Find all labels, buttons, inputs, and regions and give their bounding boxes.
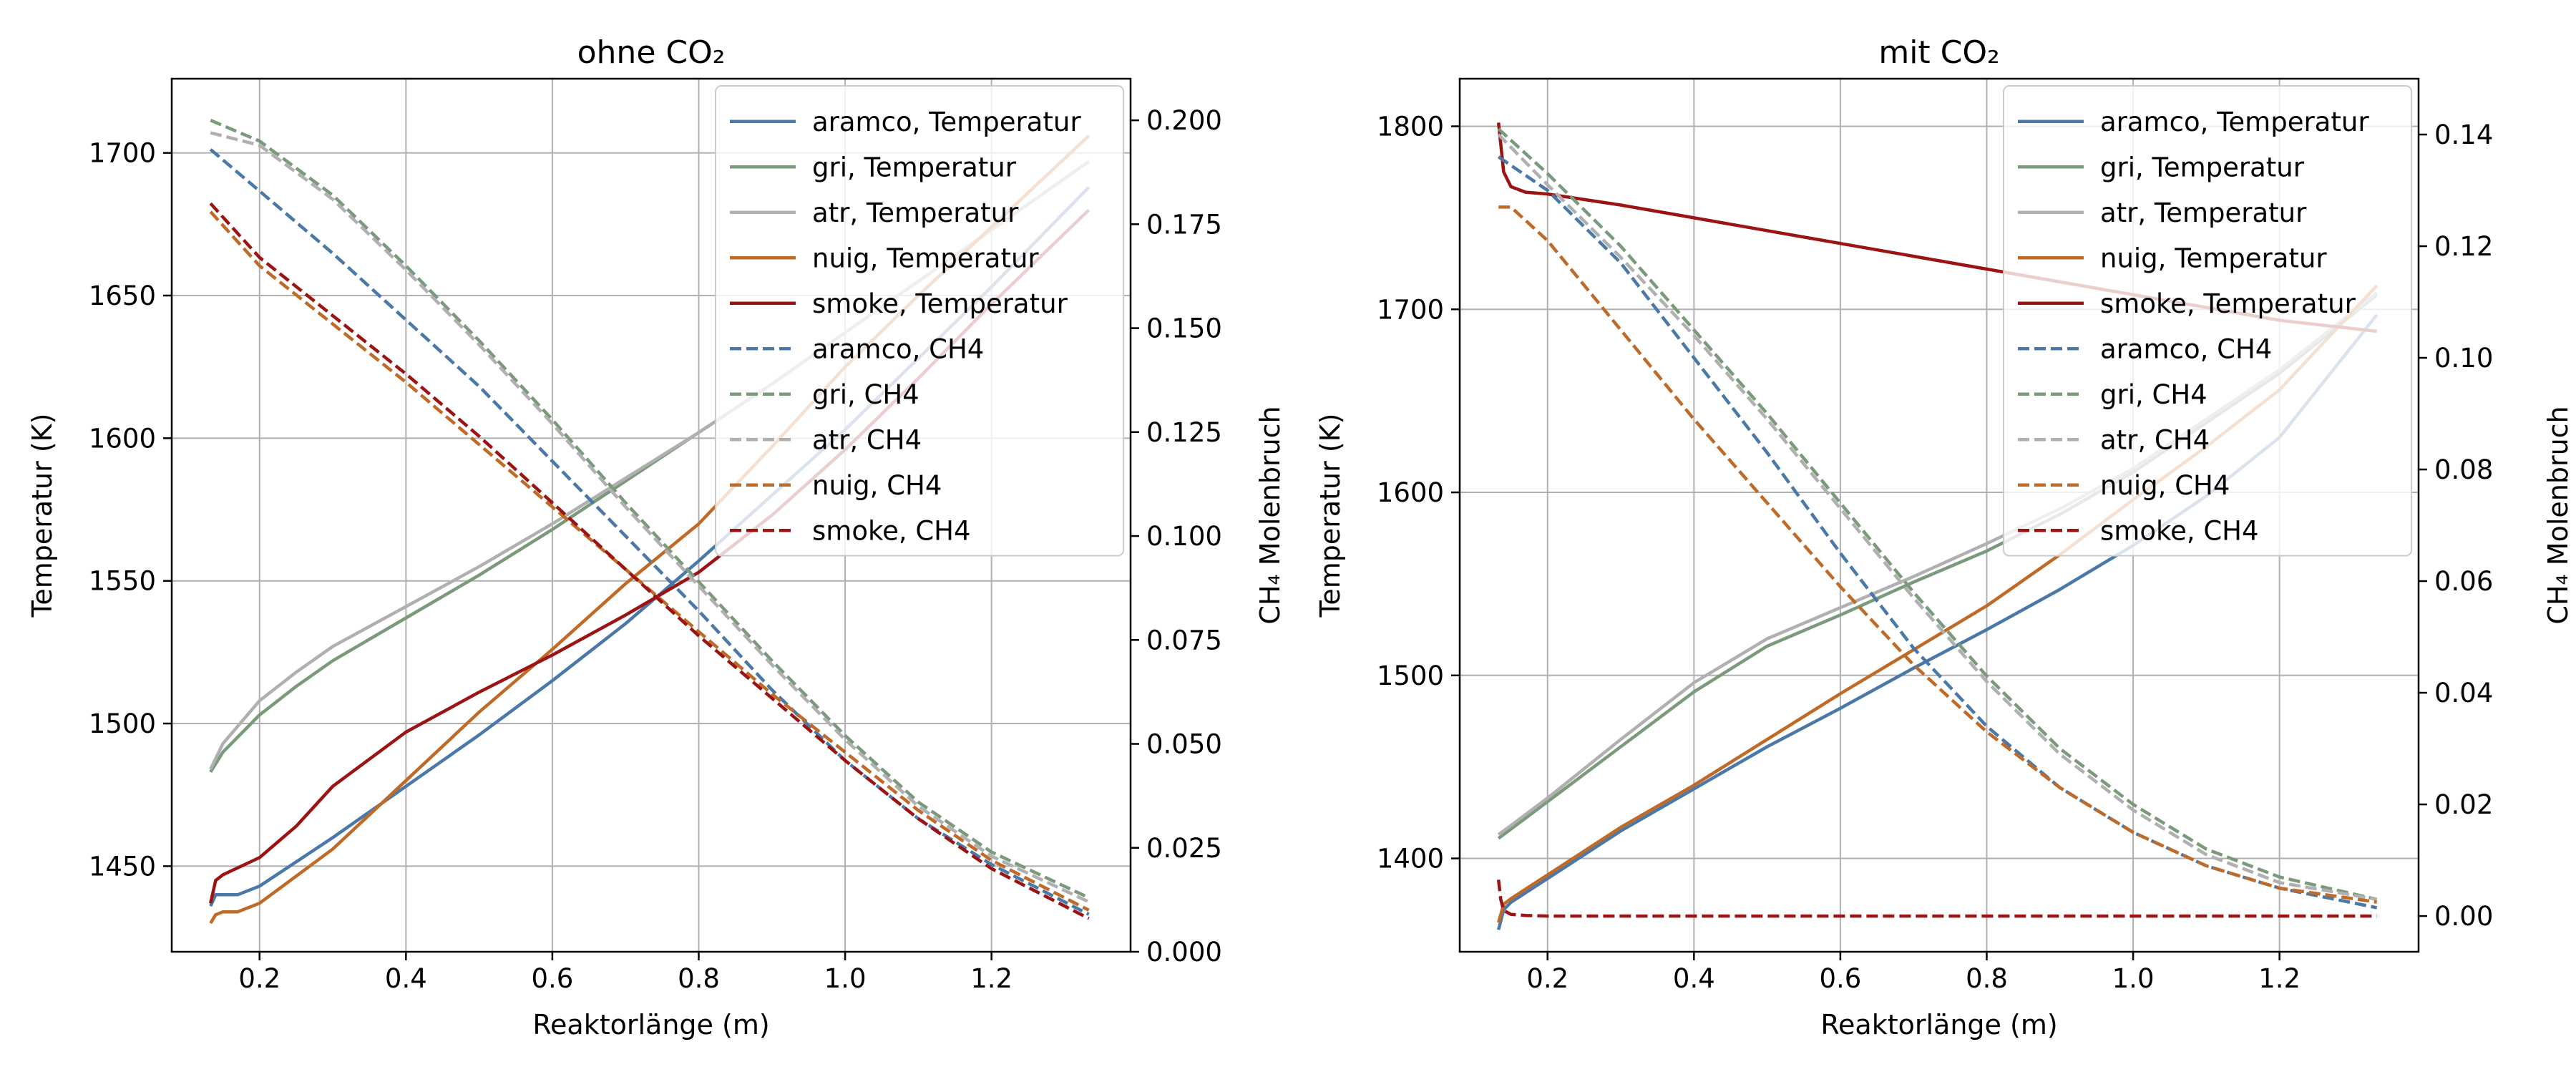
y2-tick-label: 0.050	[1146, 729, 1222, 760]
x-tick-label: 0.8	[1966, 963, 2008, 994]
y-tick-label: 1800	[1377, 111, 1444, 142]
legend-entry: smoke, CH4	[812, 515, 971, 546]
x-tick-label: 0.4	[385, 963, 427, 994]
y2-tick-label: 0.08	[2434, 454, 2493, 485]
y-tick-label: 1450	[89, 851, 156, 882]
legend-entry: smoke, Temperatur	[2100, 288, 2356, 319]
legend-entry: atr, CH4	[812, 424, 922, 455]
y2-tick-label: 0.200	[1146, 105, 1222, 136]
y2-tick-label: 0.175	[1146, 209, 1222, 240]
x-axis-label: Reaktorlänge (m)	[1820, 1009, 2057, 1041]
y-tick-label: 1700	[89, 138, 156, 169]
y2-tick-label: 0.12	[2434, 231, 2493, 262]
y2-tick-label: 0.100	[1146, 521, 1222, 552]
legend-box	[2003, 85, 2412, 557]
x-tick-label: 1.2	[2258, 963, 2301, 994]
y-tick-label: 1700	[1377, 294, 1444, 325]
y-tick-label: 1650	[89, 281, 156, 311]
legend-entry: nuig, Temperatur	[2100, 243, 2327, 273]
y2-axis-label: CH₄ Molenbruch	[2542, 406, 2574, 624]
legend: aramco, Temperatur gri, Temperatur atr, Te…	[2003, 85, 2412, 557]
series-line-nuig-ch4	[1498, 205, 2378, 904]
series-line-smoke-ch4	[209, 202, 1090, 920]
legend-entry: gri, CH4	[2100, 379, 2207, 410]
y2-tick-label: 0.02	[2434, 789, 2493, 820]
y-axis-label: Temperatur (K)	[1314, 414, 1346, 618]
chart-panel-2: 0.2 0.4 0.6 0.8 1.0 1.2 1400 1500 1600 1700 1800 0.…	[1314, 34, 2574, 1041]
legend-entry: atr, Temperatur	[812, 198, 1019, 228]
legend-entry: atr, Temperatur	[2100, 198, 2307, 228]
y-tick-label: 1600	[89, 423, 156, 454]
legend-entry: aramco, Temperatur	[2100, 107, 2369, 137]
x-tick-label: 0.2	[238, 963, 280, 994]
legend-entry: smoke, Temperatur	[812, 288, 1068, 319]
y2-tick-label: 0.14	[2434, 120, 2493, 150]
y-tick-label: 1400	[1377, 844, 1444, 874]
legend-entry: aramco, Temperatur	[812, 107, 1081, 137]
y2-tick-label: 0.06	[2434, 566, 2493, 597]
plot-frame	[170, 77, 1132, 953]
legend-entry: nuig, CH4	[2100, 470, 2230, 501]
x-tick-label: 1.2	[970, 963, 1013, 994]
series-line-atr-ch4	[210, 131, 1090, 904]
y-tick-label: 1550	[89, 566, 156, 597]
series-line-smoke-ch4	[1496, 879, 2377, 918]
legend-entry: gri, CH4	[812, 379, 919, 410]
y-tick-label: 1600	[1377, 477, 1444, 508]
y2-tick-label: 0.04	[2434, 678, 2493, 708]
y-axis-label: Temperatur (K)	[26, 414, 58, 618]
x-tick-label: 0.6	[531, 963, 573, 994]
y2-tick-label: 0.150	[1146, 313, 1222, 344]
y2-tick-label: 0.025	[1146, 833, 1222, 864]
x-tick-label: 0.8	[678, 963, 720, 994]
y2-tick-label: 0.00	[2434, 901, 2493, 932]
legend-box	[715, 85, 1124, 557]
chart-panel-1: 0.2 0.4 0.6 0.8 1.0 1.2 1450 1500 1550 1600 1650 17…	[26, 34, 1286, 1041]
x-tick-label: 1.0	[824, 963, 867, 994]
legend-entry: nuig, Temperatur	[812, 243, 1039, 273]
series-group	[209, 119, 1091, 925]
legend-entry: gri, Temperatur	[2100, 152, 2305, 182]
x-tick-label: 0.2	[1526, 963, 1568, 994]
x-tick-label: 0.6	[1819, 963, 1861, 994]
plot-frame	[1458, 77, 2420, 953]
legend-entry: smoke, CH4	[2100, 515, 2259, 546]
chart-title: mit CO₂	[1878, 34, 1999, 71]
series-line-gri-ch4	[210, 119, 1090, 900]
series-line-gri-ch4	[1497, 127, 2378, 901]
y-tick-label: 1500	[89, 708, 156, 739]
chart-title: ohne CO₂	[577, 34, 726, 71]
legend-entry: aramco, CH4	[2100, 333, 2272, 364]
y2-tick-label: 0.075	[1146, 625, 1222, 656]
y2-tick-label: 0.10	[2434, 343, 2493, 374]
legend: aramco, Temperatur gri, Temperatur atr, Te…	[715, 85, 1124, 557]
legend-entry: nuig, CH4	[812, 470, 942, 501]
y2-tick-label: 0.000	[1146, 937, 1222, 968]
series-line-atr-ch4	[1497, 133, 2378, 901]
y-tick-label: 1500	[1377, 661, 1444, 691]
x-tick-label: 0.4	[1673, 963, 1715, 994]
legend-entry: gri, Temperatur	[812, 152, 1017, 182]
x-axis-label: Reaktorlänge (m)	[532, 1009, 769, 1041]
legend-entry: atr, CH4	[2100, 424, 2210, 455]
legend-entry: aramco, CH4	[812, 333, 984, 364]
y2-axis-label: CH₄ Molenbruch	[1254, 406, 1286, 624]
y2-tick-label: 0.125	[1146, 417, 1222, 448]
x-tick-label: 1.0	[2112, 963, 2155, 994]
